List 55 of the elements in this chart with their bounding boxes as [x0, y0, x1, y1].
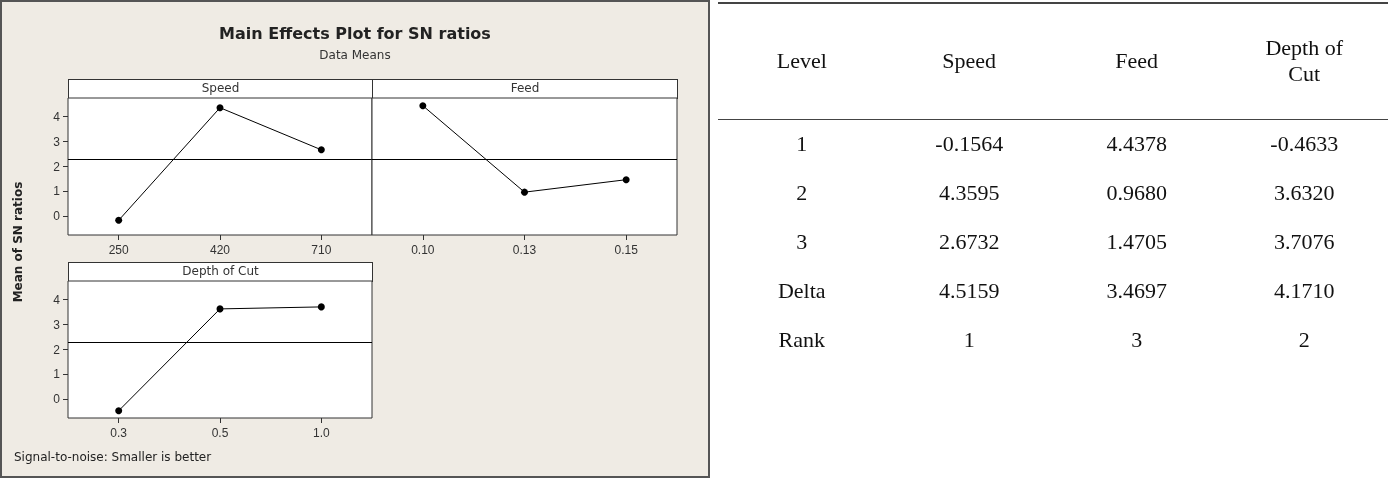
- text: 3.6320: [1274, 179, 1335, 205]
- y-tick-label: 0: [53, 209, 61, 224]
- y-tick-label: 4: [53, 292, 61, 307]
- x-tick-label: 0.5: [211, 426, 229, 440]
- y-tick-label: 3: [53, 134, 61, 149]
- point: [317, 303, 325, 311]
- text: 1.4705: [1106, 228, 1167, 254]
- point: [115, 407, 123, 415]
- text: 2.6732: [939, 228, 1000, 254]
- category-label: 2: [796, 179, 808, 205]
- category-label: Rank: [778, 326, 825, 352]
- y-tick-label: 2: [53, 342, 61, 357]
- point: [216, 104, 224, 112]
- text: 4.5159: [939, 277, 1000, 303]
- category-label: Feed: [1114, 47, 1160, 76]
- x-tick-label: 0.13: [512, 243, 537, 257]
- category-label: 2: [1298, 326, 1310, 352]
- chart-title: Main Effects Plot for SN ratios: [218, 24, 492, 43]
- x-tick-label: 1.0: [312, 426, 330, 440]
- text: Signal-to-noise: Smaller is better: [14, 450, 212, 464]
- point: [317, 146, 325, 154]
- x-tick-label: 420: [209, 243, 231, 257]
- x-tick-label: 250: [108, 243, 129, 257]
- x-axis-title: Speed: [68, 79, 373, 99]
- x-tick-label: 0.10: [411, 243, 435, 257]
- text: Level: [775, 47, 828, 76]
- y-tick-label: 0: [53, 392, 61, 407]
- category-label: 3: [1131, 326, 1143, 352]
- text: 4.4378: [1106, 130, 1167, 156]
- y-axis-title: Mean of SN ratios: [11, 181, 25, 303]
- y-tick-label: 1: [53, 367, 61, 382]
- x-tick-label: 710: [311, 243, 332, 257]
- text: -0.1564: [935, 130, 1004, 156]
- y-tick-label: 3: [53, 317, 61, 332]
- x-tick-label: 0.3: [110, 426, 128, 440]
- text: 4.1710: [1274, 277, 1335, 303]
- text: -0.4633: [1270, 130, 1339, 156]
- y-tick-label: 4: [53, 109, 61, 124]
- x-axis-title: Depth of Cut: [68, 262, 373, 282]
- x-axis-title: Feed: [372, 79, 678, 99]
- category-label: 1: [963, 326, 975, 352]
- y-tick-label: 1: [53, 184, 61, 199]
- category-label: 1: [796, 130, 808, 156]
- text: 3.4697: [1106, 277, 1167, 303]
- category-label: 3: [796, 228, 808, 254]
- point: [115, 216, 123, 224]
- text: 0.9680: [1106, 179, 1167, 205]
- y-tick-label: 2: [53, 159, 61, 174]
- chart-subtitle: Data Means: [318, 48, 392, 62]
- text: 3.7076: [1274, 228, 1335, 254]
- x-tick-label: 0.15: [614, 243, 639, 257]
- category-label: Delta: [777, 277, 826, 303]
- category-label: Speed: [941, 47, 998, 76]
- text: 4.3595: [939, 179, 1000, 205]
- category-label: Depth of Cut: [1264, 34, 1345, 89]
